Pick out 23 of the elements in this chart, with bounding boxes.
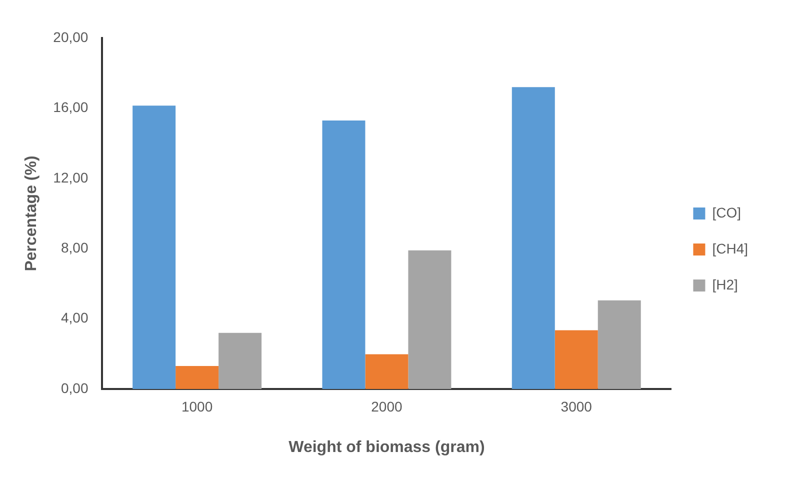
legend-label: [CH4] [712, 240, 748, 256]
y-tick-label: 0,00 [60, 380, 88, 396]
bar [598, 300, 641, 389]
legend-label: [H2] [712, 276, 738, 292]
bar [176, 366, 219, 389]
bar [554, 330, 598, 389]
x-tick-label: 2000 [371, 398, 403, 414]
bar [218, 332, 262, 389]
y-tick-label: 20,00 [53, 28, 88, 45]
y-tick-label: 12,00 [53, 169, 88, 186]
bar [512, 87, 555, 389]
bar [408, 250, 452, 389]
x-axis-title: Weight of biomass (gram) [288, 438, 485, 456]
y-tick-label: 8,00 [60, 239, 88, 256]
x-tick-label: 1000 [181, 398, 213, 414]
y-axis-title: Percentage (%) [23, 156, 40, 272]
y-tick-label: 16,00 [53, 99, 88, 116]
bar [365, 354, 408, 389]
y-tick-label: 4,00 [60, 310, 88, 326]
x-tick-label: 3000 [560, 398, 592, 414]
bar [132, 106, 176, 389]
legend-label: [CO] [712, 204, 741, 220]
bar [322, 120, 366, 389]
